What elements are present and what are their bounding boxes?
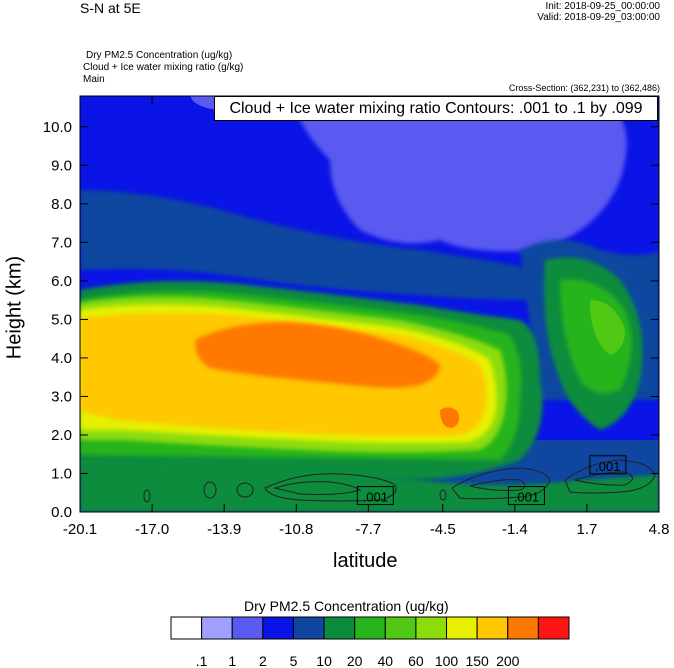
x-tick-label: -4.5 <box>430 521 456 538</box>
x-tick-label: 4.8 <box>649 521 670 538</box>
svg-text:.001: .001 <box>363 490 388 505</box>
y-tick-label: 6.0 <box>51 273 72 290</box>
x-tick-label: -20.1 <box>63 521 97 538</box>
y-tick-label: 4.0 <box>51 350 72 367</box>
x-tick-label: -13.9 <box>207 521 241 538</box>
x-tick-label: 1.7 <box>576 521 597 538</box>
x-tick-label: -1.4 <box>502 521 528 538</box>
x-axis: -20.1 -17.0 -13.9 -10.8 -7.7 -4.5 -1.4 1.7 4.8 <box>63 96 670 538</box>
field-label-main: Main <box>83 74 105 85</box>
pm25-field <box>80 96 659 512</box>
x-tick-label: -17.0 <box>135 521 169 538</box>
plot-title-left: S-N at 5E <box>80 0 141 16</box>
y-tick-label: 3.0 <box>51 388 72 405</box>
contour-label: .001 <box>356 486 394 506</box>
svg-text:.001: .001 <box>595 459 620 474</box>
y-axis-label: Height (km) <box>3 255 26 360</box>
y-axis: 0.0 1.0 2.0 3.0 4.0 5.0 6.0 7.0 8.0 9.0 10.0 <box>43 119 659 521</box>
field-label-pm25: Dry PM2.5 Concentration (ug/kg) <box>86 50 233 61</box>
svg-text:.001: .001 <box>514 490 539 505</box>
y-tick-label: 10.0 <box>43 119 72 136</box>
y-tick-label: 9.0 <box>51 157 72 174</box>
y-tick-label: 5.0 <box>51 311 72 328</box>
contour-info-box: Cloud + Ice water mixing ratio Contours:… <box>214 96 658 121</box>
contour-label: .001 <box>589 455 627 475</box>
y-tick-label: 1.0 <box>51 465 72 482</box>
x-tick-label: -7.7 <box>355 521 381 538</box>
contour-labels: .001 .001 .001 <box>356 455 627 506</box>
field-label-cloud: Cloud + Ice water mixing ratio (g/kg) <box>83 62 244 73</box>
cross-section-info: Cross-Section: (362,231) to (362,486) <box>508 83 660 93</box>
x-tick-label: -10.8 <box>279 521 313 538</box>
y-tick-label: 7.0 <box>51 234 72 251</box>
contour-label: .001 <box>507 486 545 506</box>
x-axis-label: latitude <box>333 550 398 572</box>
y-tick-label: 0.0 <box>51 504 72 521</box>
init-time: Init: 2018-09-25_00:00:00 <box>545 1 660 12</box>
y-tick-label: 8.0 <box>51 196 72 213</box>
valid-time: Valid: 2018-09-29_03:00:00 <box>537 12 660 23</box>
colorbar-title: Dry PM2.5 Concentration (ug/kg) <box>244 598 449 614</box>
y-tick-label: 2.0 <box>51 427 72 444</box>
